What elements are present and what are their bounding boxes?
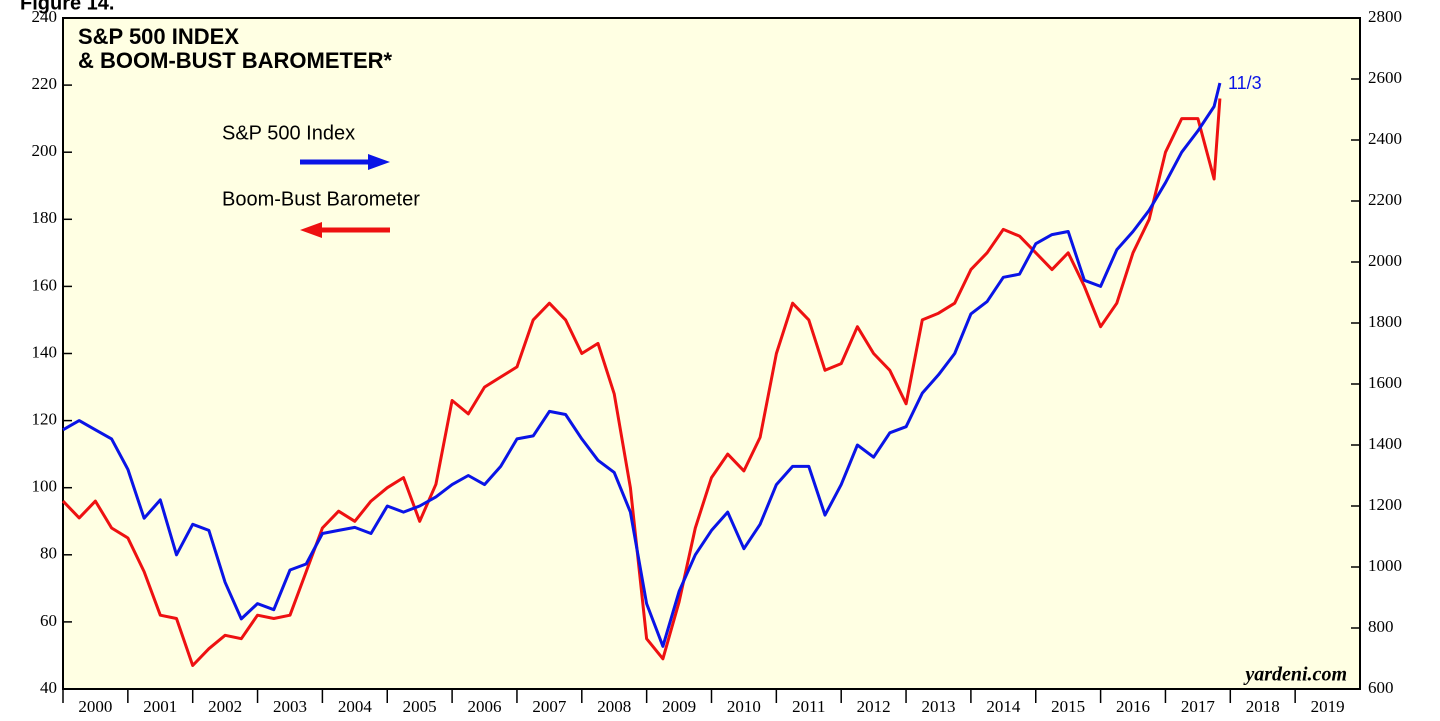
legend-arrow xyxy=(300,154,390,170)
plot-area xyxy=(62,17,1361,690)
chart-title: & BOOM-BUST BAROMETER* xyxy=(78,48,393,73)
y2-tick-label: 1800 xyxy=(1368,312,1402,331)
y2-tick-label: 2200 xyxy=(1368,190,1402,209)
figure-label: Figure 14. xyxy=(20,0,114,14)
x-tick-label: 2006 xyxy=(468,697,502,716)
series-line xyxy=(61,98,1222,667)
y-tick-label: 80 xyxy=(40,544,57,563)
y2-tick-label: 2400 xyxy=(1368,129,1402,148)
y2-tick-label: 2000 xyxy=(1368,251,1402,270)
x-tick-label: 2011 xyxy=(792,697,825,716)
annotation: 11/3 xyxy=(1228,73,1262,93)
y2-tick-label: 1600 xyxy=(1368,373,1402,392)
y-tick-label: 200 xyxy=(32,141,58,160)
y-tick-label: 180 xyxy=(32,208,58,227)
x-tick-label: 2012 xyxy=(857,697,891,716)
y2-tick-label: 1200 xyxy=(1368,495,1402,514)
x-tick-label: 2017 xyxy=(1181,697,1216,716)
x-tick-label: 2007 xyxy=(532,697,567,716)
y-tick-label: 100 xyxy=(32,477,58,496)
source: yardeni.com xyxy=(1243,664,1347,686)
series-line xyxy=(62,82,1222,648)
y-tick-label: 140 xyxy=(32,342,58,361)
x-tick-label: 2009 xyxy=(662,697,696,716)
x-tick-label: 2018 xyxy=(1246,697,1280,716)
x-tick-label: 2019 xyxy=(1311,697,1345,716)
y-tick-label: 60 xyxy=(40,611,57,630)
y-tick-label: 120 xyxy=(32,410,58,429)
x-tick-label: 2013 xyxy=(921,697,955,716)
x-tick-label: 2016 xyxy=(1116,697,1150,716)
x-tick-label: 2008 xyxy=(597,697,631,716)
y-tick-label: 40 xyxy=(40,678,57,697)
x-tick-label: 2010 xyxy=(727,697,761,716)
x-tick-label: 2004 xyxy=(338,697,373,716)
x-tick-label: 2000 xyxy=(78,697,112,716)
y2-tick-label: 2600 xyxy=(1368,68,1402,87)
y2-tick-label: 1400 xyxy=(1368,434,1402,453)
y-tick-label: 240 xyxy=(32,7,58,26)
chart-title: S&P 500 INDEX xyxy=(78,24,239,49)
y2-tick-label: 600 xyxy=(1368,678,1394,697)
legend-label: Boom-Bust Barometer xyxy=(222,188,420,210)
x-tick-label: 2005 xyxy=(403,697,437,716)
y2-tick-label: 2800 xyxy=(1368,7,1402,26)
y-tick-label: 220 xyxy=(32,74,58,93)
x-tick-label: 2002 xyxy=(208,697,242,716)
y2-tick-label: 1000 xyxy=(1368,556,1402,575)
x-tick-label: 2001 xyxy=(143,697,177,716)
x-tick-label: 2003 xyxy=(273,697,307,716)
legend-label: S&P 500 Index xyxy=(222,122,355,144)
x-tick-label: 2015 xyxy=(1051,697,1085,716)
legend-arrow xyxy=(300,222,390,238)
y2-tick-label: 800 xyxy=(1368,617,1394,636)
x-tick-label: 2014 xyxy=(986,697,1021,716)
y-tick-label: 160 xyxy=(32,275,58,294)
